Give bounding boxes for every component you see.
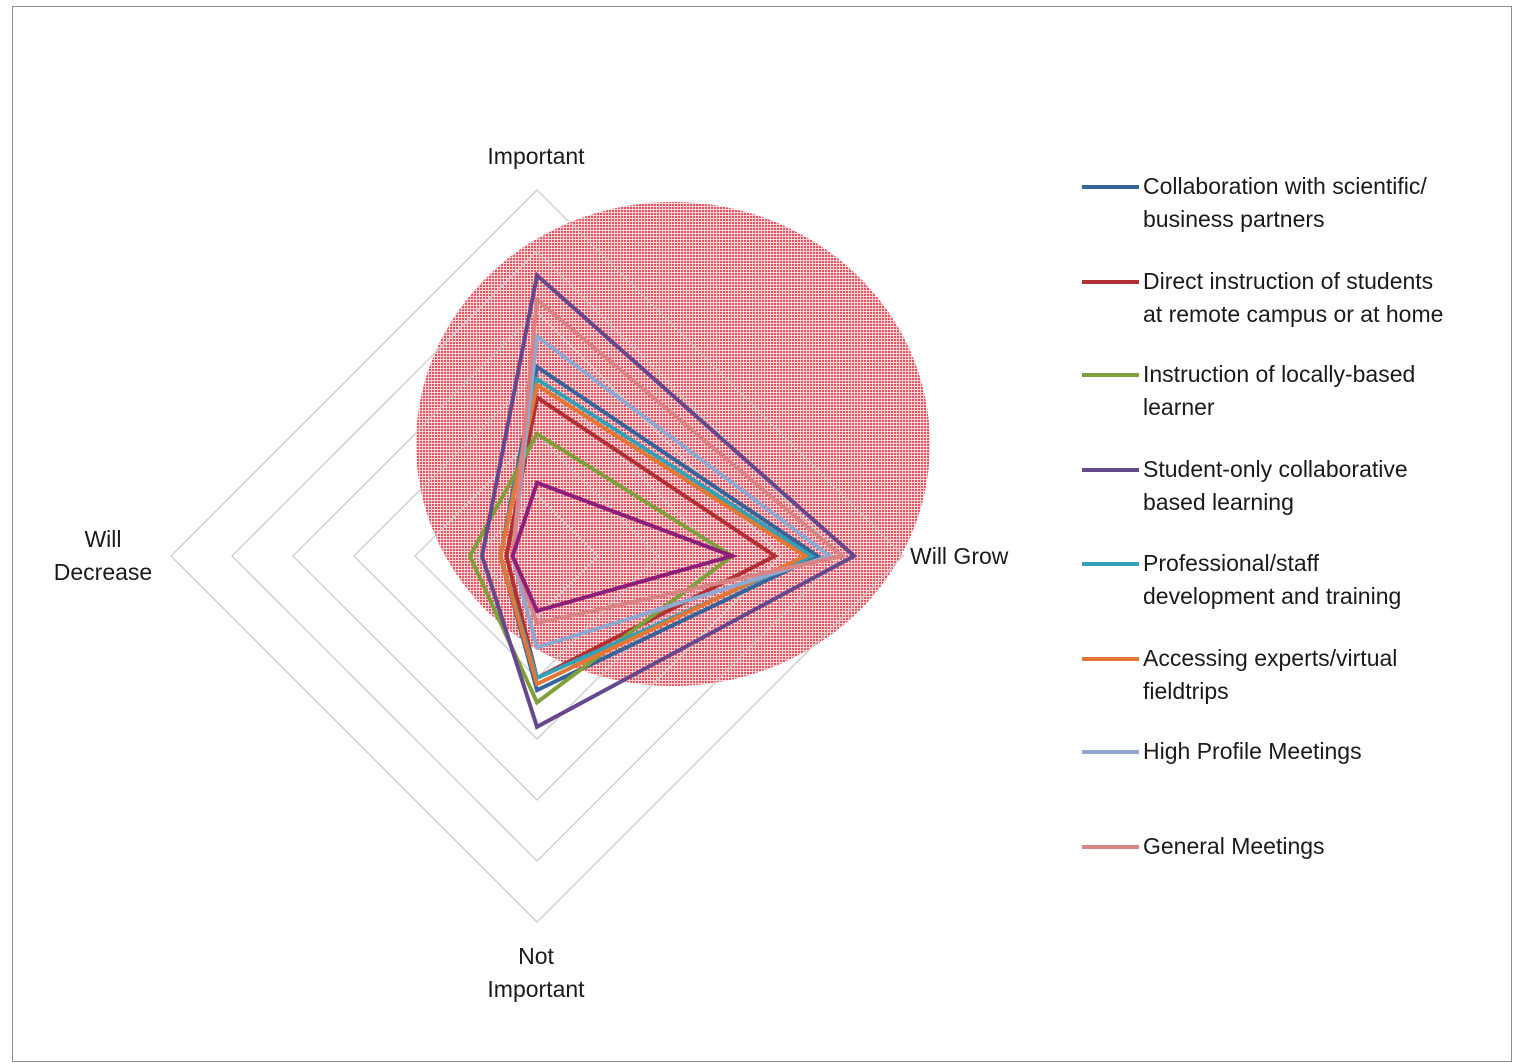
series-line <box>467 431 736 706</box>
legend-swatch <box>1082 657 1139 661</box>
series-line <box>480 271 858 730</box>
legend-label-line: Professional/staff <box>1143 550 1320 576</box>
axis-label-important: Important <box>436 140 636 173</box>
axis-label-not-important: Not Important <box>436 940 636 1006</box>
legend-label-line: High Profile Meetings <box>1143 738 1362 764</box>
legend-label: Student-only collaborative based learnin… <box>1143 453 1498 519</box>
legend-swatch <box>1082 750 1139 754</box>
legend-label-line: Collaboration with scientific/ <box>1143 173 1427 199</box>
legend-label-line: Student-only collaborative <box>1143 456 1408 482</box>
series-line <box>510 480 739 614</box>
legend-label: General Meetings <box>1143 830 1498 863</box>
legend-label: High Profile Meetings <box>1143 735 1498 768</box>
legend-label-line: General Meetings <box>1143 833 1325 859</box>
legend-swatch <box>1082 562 1139 566</box>
legend-label: Direct instruction of students at remote… <box>1143 265 1498 331</box>
legend-label-line: fieldtrips <box>1143 678 1229 704</box>
legend-label-line: Accessing experts/virtual <box>1143 645 1398 671</box>
legend-label-line: based learning <box>1143 489 1294 515</box>
legend-swatch <box>1082 845 1139 849</box>
highlight-circle <box>416 202 930 686</box>
legend-swatch <box>1082 468 1139 472</box>
grid-ring <box>170 189 904 923</box>
legend-label: Professional/staff development and train… <box>1143 547 1498 613</box>
axis-label-not-important-line-2: Important <box>487 976 585 1002</box>
legend-label-line: development and training <box>1143 583 1402 609</box>
grid-ring <box>475 494 599 618</box>
axis-label-not-important-line-1: Not <box>518 943 554 969</box>
axis-label-will-grow: Will Grow <box>910 540 1040 573</box>
axis-label-will-decrease-line-1: Will <box>84 526 122 552</box>
legend-label-line: at remote campus or at home <box>1143 301 1444 327</box>
legend-label: Collaboration with scientific/ business … <box>1143 170 1498 236</box>
legend-label-line: Direct instruction of students <box>1143 268 1434 294</box>
axis-label-will-decrease-line-2: Decrease <box>53 559 153 585</box>
axis-label-will-decrease: Will Decrease <box>28 523 178 589</box>
series-line <box>510 295 847 626</box>
legend-label: Instruction of locally-based learner <box>1143 358 1498 424</box>
series-line <box>498 381 810 687</box>
legend-swatch <box>1082 185 1139 189</box>
legend-swatch <box>1082 373 1139 377</box>
legend-label-line: business partners <box>1143 206 1325 232</box>
legend-label-line: Instruction of locally-based <box>1143 361 1416 387</box>
axis-label-important-line: Important <box>487 143 585 169</box>
axis-label-will-grow-line: Will Grow <box>910 543 1009 569</box>
legend-label-line: learner <box>1143 394 1215 420</box>
grid-ring <box>353 372 721 740</box>
legend-swatch <box>1082 280 1139 284</box>
legend-label: Accessing experts/virtual fieldtrips <box>1143 642 1498 708</box>
